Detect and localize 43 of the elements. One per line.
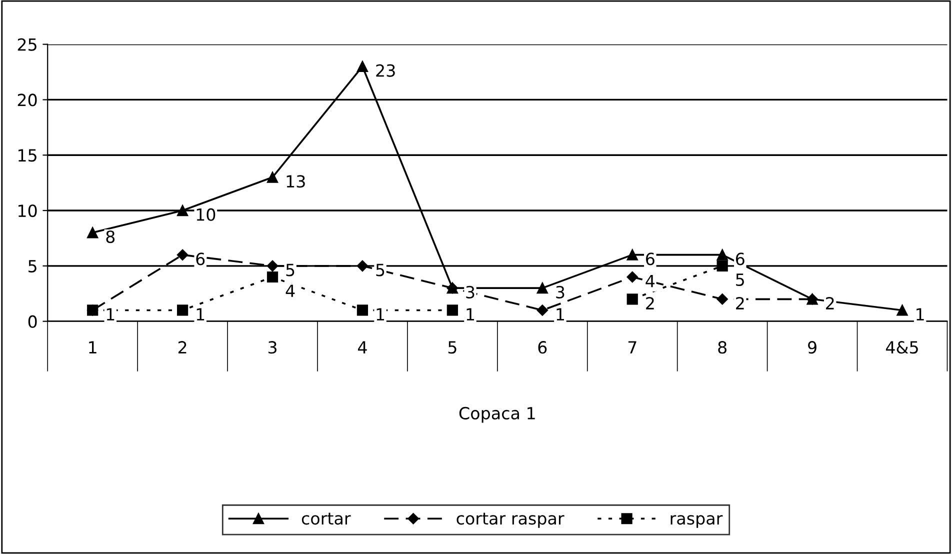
y-tick-label: 15: [18, 149, 36, 162]
data-label: 4: [646, 275, 655, 288]
x-tick-label: 7: [628, 341, 636, 354]
data-label: 2: [736, 296, 744, 310]
y-tick-label: 5: [28, 260, 36, 272]
data-label: 5: [286, 264, 294, 276]
y-tick-label: 10: [18, 204, 37, 218]
data-label: 1: [466, 308, 474, 320]
x-tick-label: 2: [178, 341, 186, 354]
data-label: 13: [286, 175, 305, 188]
x-tick-label: 3: [268, 341, 276, 354]
x-axis-title: Copaca 1: [459, 406, 535, 423]
data-label: 3: [556, 286, 564, 298]
data-label: 3: [466, 286, 474, 298]
data-label: 10: [196, 208, 216, 221]
x-tick-label: 8: [718, 341, 726, 354]
data-label: 5: [736, 274, 744, 286]
data-label: 6: [196, 252, 205, 266]
data-label: 1: [196, 308, 204, 320]
x-tick-label: 9: [808, 341, 816, 354]
x-tick-label: 4&5: [886, 341, 918, 354]
data-label: 2: [826, 296, 834, 310]
x-tick-label: 5: [448, 341, 456, 354]
x-tick-label: 1: [89, 341, 96, 354]
data-label: 1: [376, 308, 384, 320]
legend-label: cortar raspar: [456, 512, 564, 528]
data-label: 5: [376, 264, 384, 276]
x-tick-label: 6: [538, 341, 547, 354]
data-label: 4: [286, 284, 295, 297]
data-label: 8: [106, 230, 115, 244]
y-tick-label: 20: [18, 94, 37, 106]
data-label: 6: [736, 252, 744, 266]
legend-label: cortar: [302, 512, 351, 525]
data-label: 23: [376, 64, 395, 77]
data-label: 1: [556, 308, 564, 320]
data-label: 1: [106, 308, 114, 320]
legend-label: raspar: [670, 515, 723, 528]
y-tick-label: 0: [28, 315, 37, 328]
data-label: 2: [646, 296, 654, 310]
x-tick-label: 4: [358, 341, 367, 354]
data-label: 1: [916, 308, 924, 320]
data-label: 6: [646, 252, 654, 266]
y-tick-label: 25: [18, 38, 36, 51]
